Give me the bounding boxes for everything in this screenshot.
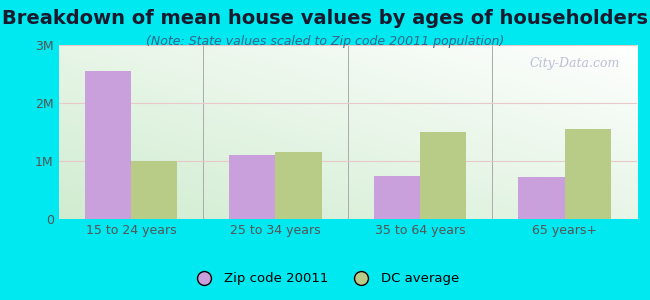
Text: City-Data.com: City-Data.com [529,57,619,70]
Bar [131,161,177,219]
Text: Breakdown of mean house values by ages of householders: Breakdown of mean house values by ages o… [2,9,648,28]
Bar [374,176,420,219]
Legend: Zip code 20011, DC average: Zip code 20011, DC average [185,267,465,290]
Bar [276,152,322,219]
Bar [84,71,131,219]
Bar [519,177,565,219]
Bar [420,132,466,219]
Bar [565,128,611,219]
Text: (Note: State values scaled to Zip code 20011 population): (Note: State values scaled to Zip code 2… [146,34,504,47]
Bar [229,155,276,219]
